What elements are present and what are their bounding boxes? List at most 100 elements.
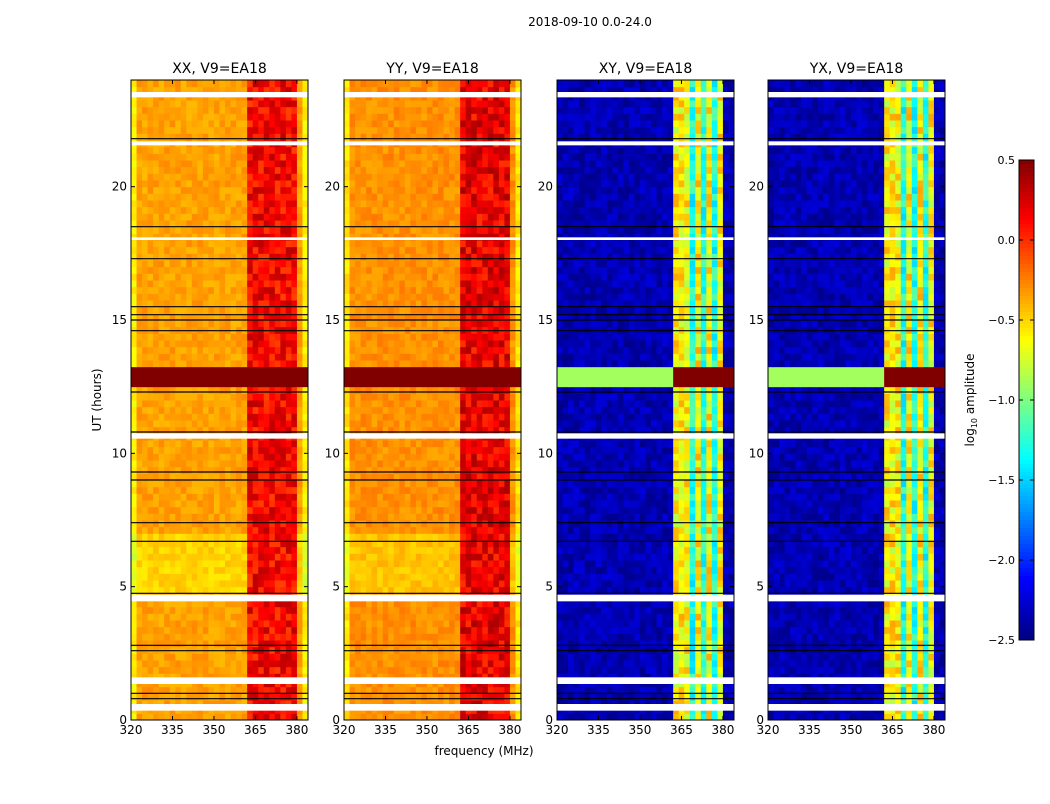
heatmap-cell <box>186 520 192 527</box>
heatmap-cell <box>394 373 400 380</box>
heatmap-cell <box>383 607 389 614</box>
heatmap-cell <box>231 487 237 494</box>
heatmap-cell <box>361 400 367 407</box>
heatmap-cell <box>142 667 148 674</box>
heatmap-cell <box>220 107 226 114</box>
heatmap-cell <box>131 380 137 387</box>
heatmap-cell <box>131 167 137 174</box>
heatmap-cell <box>231 480 237 487</box>
heatmap-cell <box>269 413 275 420</box>
heatmap-cell <box>236 80 242 87</box>
heatmap-cell <box>142 80 148 87</box>
heatmap-cell <box>510 607 516 614</box>
heatmap-cell <box>264 413 270 420</box>
heatmap-cell <box>197 253 203 260</box>
heatmap-cell <box>242 640 248 647</box>
heatmap-cell <box>142 207 148 214</box>
heatmap-cell <box>159 407 165 414</box>
heatmap-cell <box>460 427 466 434</box>
heatmap-cell <box>471 573 477 580</box>
heatmap-cell <box>297 427 303 434</box>
heatmap-cell <box>214 527 220 534</box>
heatmap-cell <box>388 513 394 520</box>
heatmap-cell <box>466 427 472 434</box>
heatmap-cell <box>275 267 281 274</box>
heatmap-cell <box>164 693 170 700</box>
heatmap-cell <box>455 347 461 354</box>
heatmap-cell <box>394 633 400 640</box>
heatmap-cell <box>170 620 176 627</box>
heatmap-cell <box>170 440 176 447</box>
heatmap-cell <box>366 480 372 487</box>
heatmap-cell <box>280 273 286 280</box>
heatmap-cell <box>181 260 187 267</box>
heatmap-cell <box>214 427 220 434</box>
heatmap-cell <box>181 227 187 234</box>
heatmap-cell <box>208 253 214 260</box>
heatmap-cell <box>449 613 455 620</box>
heatmap-cell <box>242 427 248 434</box>
heatmap-cell <box>455 560 461 567</box>
heatmap-cell <box>236 480 242 487</box>
heatmap-cell <box>181 100 187 107</box>
heatmap-cell <box>394 393 400 400</box>
heatmap-cell <box>142 520 148 527</box>
heatmap-cell <box>510 480 516 487</box>
heatmap-cell <box>297 533 303 540</box>
heatmap-cell <box>297 627 303 634</box>
heatmap-cell <box>131 253 137 260</box>
heatmap-cell <box>449 347 455 354</box>
heatmap-cell <box>153 187 159 194</box>
heatmap-cell <box>410 420 416 427</box>
heatmap-cell <box>159 513 165 520</box>
heatmap-cell <box>159 260 165 267</box>
heatmap-cell <box>186 500 192 507</box>
heatmap-cell <box>131 340 137 347</box>
heatmap-cell <box>344 400 350 407</box>
heatmap-cell <box>148 693 154 700</box>
heatmap-cell <box>466 527 472 534</box>
heatmap-cell <box>214 127 220 134</box>
heatmap-cell <box>220 267 226 274</box>
heatmap-cell <box>504 513 510 520</box>
heatmap-cell <box>280 280 286 287</box>
heatmap-cell <box>394 487 400 494</box>
heatmap-cell <box>493 453 499 460</box>
heatmap-cell <box>280 173 286 180</box>
heatmap-cell <box>159 693 165 700</box>
heatmap-cell <box>466 620 472 627</box>
heatmap-cell <box>482 487 488 494</box>
heatmap-cell <box>170 487 176 494</box>
heatmap-cell <box>203 200 209 207</box>
heatmap-cell <box>164 387 170 394</box>
heatmap-cell <box>504 627 510 634</box>
heatmap-cell <box>247 460 253 467</box>
heatmap-cell <box>460 380 466 387</box>
heatmap-cell <box>258 420 264 427</box>
heatmap-cell <box>350 500 356 507</box>
heatmap-cell <box>383 400 389 407</box>
heatmap-cell <box>488 667 494 674</box>
heatmap-cell <box>253 373 259 380</box>
heatmap-cell <box>286 267 292 274</box>
heatmap-cell <box>242 287 248 294</box>
heatmap-cell <box>504 367 510 374</box>
heatmap-cell <box>399 373 405 380</box>
heatmap-cell <box>264 167 270 174</box>
heatmap-cell <box>477 567 483 574</box>
heatmap-cell <box>416 367 422 374</box>
heatmap-cell <box>421 413 427 420</box>
heatmap-cell <box>269 320 275 327</box>
heatmap-cell <box>148 500 154 507</box>
heatmap-cell <box>275 260 281 267</box>
heatmap-cell <box>433 453 439 460</box>
heatmap-cell <box>236 547 242 554</box>
heatmap-cell <box>291 120 297 127</box>
heatmap-cell <box>466 373 472 380</box>
heatmap-cell <box>438 380 444 387</box>
heatmap-cell <box>264 660 270 667</box>
heatmap-cell <box>142 573 148 580</box>
heatmap-cell <box>253 360 259 367</box>
heatmap-cell <box>153 420 159 427</box>
heatmap-cell <box>186 633 192 640</box>
